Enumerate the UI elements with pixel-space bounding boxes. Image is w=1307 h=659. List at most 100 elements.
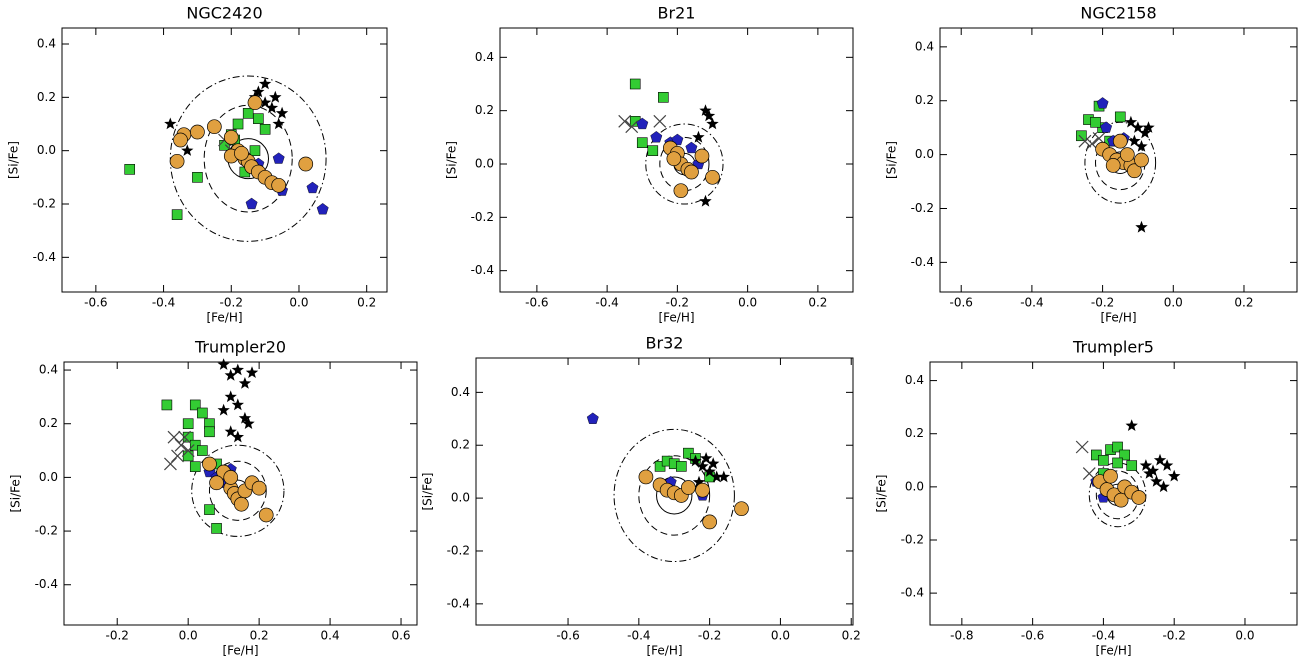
star-point [238, 411, 252, 424]
circle-point [681, 480, 696, 495]
y-axis-label: [Si/Fe] [875, 475, 889, 513]
square-point [636, 137, 648, 148]
circle-point [258, 507, 274, 523]
x-tick-label: -0.2 [1091, 296, 1114, 310]
star-point [1139, 459, 1153, 471]
star-point [164, 117, 177, 130]
y-axis-label: [Si/Fe] [445, 141, 459, 179]
square-point [232, 118, 244, 130]
y-tick-label: 0.2 [905, 426, 924, 440]
star-point [699, 452, 713, 464]
square-point [204, 504, 215, 515]
cross-point [1082, 467, 1096, 481]
square-point [658, 92, 669, 103]
square-point [259, 124, 271, 135]
y-tick-label: 0.0 [475, 157, 494, 171]
square-point [211, 523, 222, 534]
y-tick-label: 0.0 [37, 143, 56, 157]
circle-point [173, 132, 188, 148]
star-point [702, 109, 716, 122]
star-point [231, 430, 244, 443]
x-tick-label: 0.0 [289, 296, 308, 310]
star-point [1143, 467, 1156, 479]
x-tick-label: 0.2 [1234, 296, 1253, 310]
square-point [1076, 130, 1087, 142]
x-tick-label: 0.0 [179, 629, 198, 643]
square-point [676, 461, 687, 472]
square-point [161, 399, 173, 411]
star-point [1160, 459, 1174, 471]
panel-title: Br21 [658, 4, 696, 23]
circle-point [234, 496, 249, 512]
pentagon-point [586, 412, 599, 424]
y-tick-label: -0.4 [901, 586, 924, 600]
star-point [1150, 475, 1163, 487]
star-point [1131, 121, 1145, 133]
star-point [706, 117, 719, 130]
pentagon-point [306, 181, 319, 194]
star-point [1168, 469, 1181, 482]
square-point [182, 450, 194, 462]
x-tick-label: 0.4 [321, 629, 340, 643]
plot-frame [63, 361, 418, 626]
y-tick-label: -0.2 [911, 201, 934, 215]
star-point [1146, 464, 1160, 477]
x-tick-label: -0.6 [84, 296, 107, 310]
square-point [197, 445, 208, 456]
square-point [1090, 116, 1101, 128]
circle-point [169, 153, 185, 169]
square-point [1091, 449, 1102, 461]
circle-point [223, 470, 239, 485]
y-tick-label: -0.2 [471, 210, 494, 224]
square-point [629, 78, 641, 90]
x-axis-label: [Fe/H] [658, 311, 694, 325]
star-point [1124, 115, 1138, 128]
star-point [1135, 140, 1148, 152]
ring [645, 123, 724, 205]
cross-point [181, 444, 195, 457]
x-axis-label: [Fe/H] [1095, 644, 1131, 658]
circle-point [247, 95, 263, 111]
circle-point [298, 156, 314, 172]
star-point [717, 470, 730, 483]
y-axis-label: [Si/Fe] [885, 141, 899, 179]
y-tick-label: 0.0 [915, 147, 934, 161]
star-point [1128, 134, 1141, 147]
square-point [189, 461, 201, 472]
x-tick-label: -0.2 [220, 296, 243, 310]
y-tick-label: 0.2 [915, 93, 934, 107]
pentagon-point [316, 203, 329, 215]
square-point [189, 399, 201, 411]
square-point [124, 164, 136, 175]
star-point [224, 368, 237, 381]
ring [613, 428, 735, 563]
panel: NGC2420 [Fe/H] [Si/Fe] -0.6 -0.4 -0.2 0.0 0.2 -0… [7, 4, 388, 325]
square-point [204, 426, 215, 438]
star-point [692, 475, 706, 488]
y-tick-label: -0.2 [35, 524, 58, 538]
y-tick-label: -0.4 [471, 263, 494, 277]
star-point [703, 465, 716, 477]
y-tick-label: 0.2 [475, 103, 494, 117]
pentagon-point [685, 141, 698, 154]
y-tick-label: 0.2 [39, 416, 58, 430]
square-point [189, 439, 201, 451]
star-point [710, 470, 723, 483]
x-tick-label: -0.6 [556, 629, 579, 643]
panel-title: Trumpler5 [1072, 338, 1154, 357]
star-point [217, 403, 230, 416]
circle-point [694, 148, 710, 164]
plot-frame [475, 357, 854, 626]
circle-point [1103, 468, 1118, 484]
circle-point [1119, 147, 1135, 162]
circle-point [223, 129, 239, 145]
star-point [265, 101, 279, 114]
panel-title: NGC2158 [1080, 4, 1156, 23]
y-tick-label: 0.4 [915, 39, 934, 53]
x-tick-label: -0.2 [1162, 629, 1185, 643]
pentagon-point [245, 197, 258, 210]
cross-point [625, 120, 639, 134]
panel: Trumpler5 [Fe/H] [Si/Fe] -0.8 -0.6 -0.4 -0.2 0.… [875, 338, 1298, 658]
x-tick-label: 0.0 [738, 296, 757, 310]
panel: Trumpler20 [Fe/H] [Si/Fe] -0.2 0.0 0.2 0.4 0.6 -… [9, 338, 418, 658]
